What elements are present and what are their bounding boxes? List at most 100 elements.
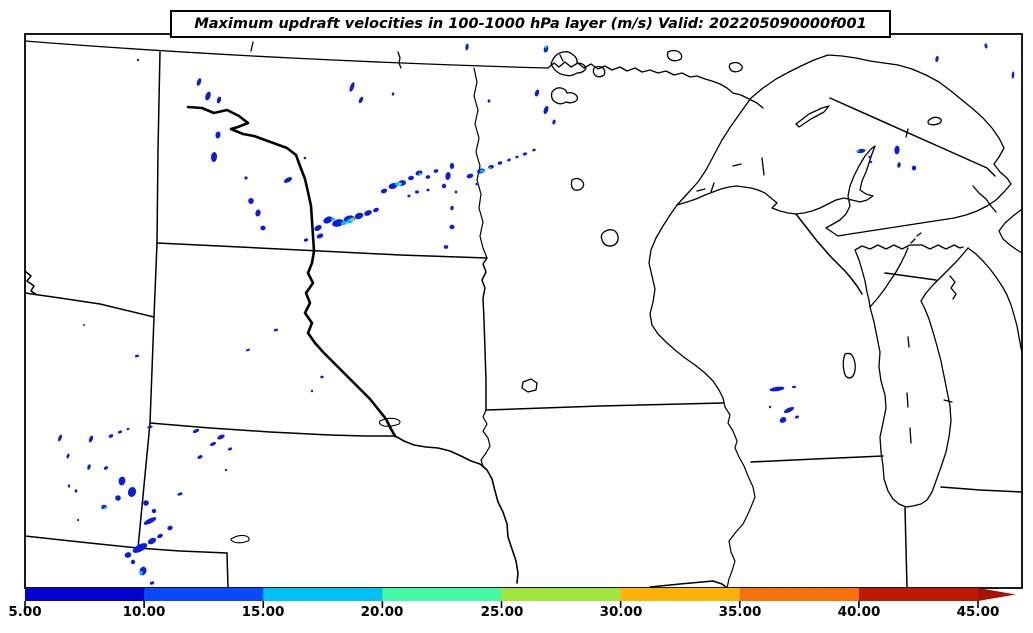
updraft-cell xyxy=(779,417,787,423)
updraft-cell xyxy=(136,58,140,62)
updraft-cell xyxy=(192,428,200,434)
updraft-cell xyxy=(255,209,261,217)
updraft-cell xyxy=(196,78,202,86)
updraft-cell xyxy=(522,152,528,156)
colorbar-tick-label: 5.00 xyxy=(8,604,42,620)
updraft-cell xyxy=(76,518,80,522)
updraft-cell xyxy=(127,487,137,497)
border-co-ne xyxy=(226,552,229,589)
superior-island xyxy=(927,116,942,126)
updraft-cell xyxy=(443,245,449,249)
mille-lacs-lake xyxy=(600,229,619,247)
updraft-cell xyxy=(57,434,63,442)
updraft-cell xyxy=(224,468,228,472)
green-bay xyxy=(854,249,871,308)
border-il-in xyxy=(904,507,908,589)
colorbar-tick-label: 40.00 xyxy=(837,604,881,620)
updraft-cell xyxy=(303,238,309,242)
updraft-cell xyxy=(283,177,293,183)
border-mi-water-line xyxy=(829,97,996,177)
updraft-cell xyxy=(856,150,860,152)
updraft-cell xyxy=(466,173,474,179)
updraft-cell xyxy=(935,55,939,63)
colorbar-segment xyxy=(501,588,622,601)
lake-winnibigoshish xyxy=(592,65,606,78)
updraft-cell xyxy=(115,495,121,501)
rainy-lake xyxy=(666,49,683,62)
updraft-cell xyxy=(66,453,70,459)
updraft-cell xyxy=(353,218,355,220)
updraft-cell xyxy=(783,406,795,414)
updraft-cell xyxy=(139,570,143,576)
updraft-cell xyxy=(314,224,322,232)
updraft-cell xyxy=(441,183,447,189)
colorbar xyxy=(24,588,1016,608)
lake-michigan-dashes xyxy=(906,336,953,444)
rivers xyxy=(186,67,756,589)
updraft-cell xyxy=(479,169,485,173)
updraft-cell xyxy=(487,99,491,103)
updraft-cell xyxy=(143,517,157,525)
updraft-cell xyxy=(380,188,388,194)
updraft-cell xyxy=(83,324,85,326)
updraft-cell xyxy=(341,220,347,226)
colorbar-tick-label: 25.00 xyxy=(480,604,524,620)
colorbar-segment xyxy=(25,588,145,601)
updraft-cell xyxy=(320,375,324,379)
colorbar-segment xyxy=(858,588,979,601)
border-mn-sd xyxy=(481,257,488,411)
updraft-cell xyxy=(126,427,130,431)
colorbar-tick-label: 45.00 xyxy=(956,604,1000,620)
updraft-cell xyxy=(167,525,173,531)
updraft-cell xyxy=(398,182,402,186)
updraft-cell xyxy=(108,434,114,438)
border-id-wiggle xyxy=(24,270,38,296)
updraft-cell xyxy=(449,163,455,169)
updraft-cell xyxy=(205,91,211,101)
updraft-cell xyxy=(157,533,163,539)
updraft-cell xyxy=(310,389,314,393)
red-river xyxy=(473,67,488,259)
mississippi-river xyxy=(724,406,756,589)
updraft-cell xyxy=(227,447,233,451)
updraft-cell xyxy=(323,216,333,224)
updraft-cell xyxy=(454,190,458,194)
updraft-cell xyxy=(303,156,307,160)
updraft-cell xyxy=(88,435,94,443)
updraft-cell xyxy=(358,96,364,104)
updraft-cell xyxy=(210,441,216,447)
lake-winnebago xyxy=(842,352,856,379)
updraft-cell xyxy=(532,148,536,152)
colorbar-tick-label: 30.00 xyxy=(599,604,643,620)
colorbar-segment xyxy=(382,588,502,601)
grand-traverse xyxy=(949,275,957,300)
updraft-cell xyxy=(426,188,430,192)
updraft-cell xyxy=(450,205,454,211)
updraft-cell xyxy=(147,537,157,545)
lakes xyxy=(521,49,1023,508)
updraft-cell xyxy=(497,161,503,165)
updraft-cell xyxy=(74,489,78,493)
st-marys-river xyxy=(972,185,997,213)
st-croix-mississippi xyxy=(648,204,726,408)
colorbar-tick-label: 20.00 xyxy=(360,604,404,620)
colorbar-segment xyxy=(739,588,860,601)
updraft-cell xyxy=(217,434,225,440)
updraft-cell xyxy=(124,552,132,558)
updraft-cell xyxy=(869,160,873,164)
updraft-cell xyxy=(197,455,203,459)
updraft-cell xyxy=(87,464,91,470)
updraft-cell xyxy=(177,492,183,496)
updraft-cell xyxy=(147,425,153,429)
updraft-cell xyxy=(795,415,799,419)
border-mn-ia xyxy=(485,402,724,411)
door-peninsula xyxy=(869,232,922,308)
updraft-cell xyxy=(515,155,519,159)
colorbar-tick-label: 35.00 xyxy=(718,604,762,620)
border-ne-sd xyxy=(149,422,396,437)
border-mi-in xyxy=(940,486,1023,493)
updraft-cell xyxy=(134,354,140,358)
updraft-cell xyxy=(534,89,540,97)
border-mt-nd-sd-wy xyxy=(137,51,161,549)
